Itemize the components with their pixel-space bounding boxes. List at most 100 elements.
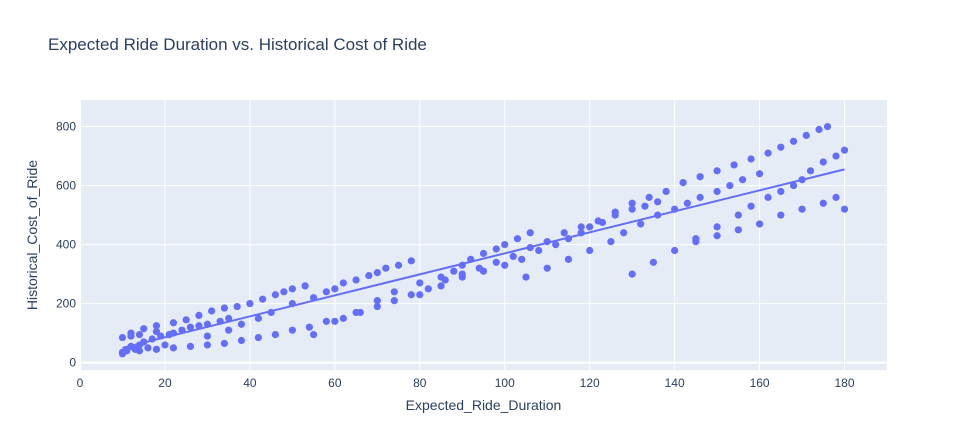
data-point: [552, 240, 560, 249]
plot-area: [80, 100, 887, 370]
data-point: [118, 333, 127, 342]
data-point: [271, 291, 279, 299]
x-axis-title: Expected_Ride_Duration: [406, 397, 562, 413]
tick-labels: 0 20 40 60 80 100 120 140 160 180 0 200 400 600 800: [56, 120, 855, 390]
data-point: [518, 255, 526, 263]
data-point: [424, 285, 432, 293]
data-point: [203, 341, 212, 349]
x-tick-label: 60: [328, 376, 342, 390]
data-point: [152, 345, 161, 353]
data-point: [535, 246, 543, 255]
data-point: [271, 330, 279, 339]
data-point: [356, 308, 364, 317]
data-point: [747, 155, 755, 163]
data-point: [382, 264, 390, 272]
data-point: [475, 264, 483, 272]
data-point: [679, 179, 687, 187]
data-point: [611, 208, 619, 216]
x-tick-label: 120: [580, 376, 600, 390]
data-point: [254, 314, 262, 322]
data-point: [220, 339, 229, 348]
data-point: [220, 304, 229, 312]
data-point: [713, 187, 721, 196]
data-point: [501, 261, 509, 269]
data-point: [407, 291, 415, 299]
y-axis-title: Historical_Cost_of_Ride: [24, 160, 40, 310]
data-point: [696, 193, 704, 201]
data-point: [182, 316, 190, 324]
x-tick-label: 100: [495, 376, 515, 390]
data-point: [840, 205, 849, 213]
trendline: [122, 168, 845, 349]
data-point: [747, 202, 755, 210]
data-point: [806, 167, 815, 175]
data-point: [738, 176, 747, 184]
y-tick-label: 0: [69, 356, 76, 370]
data-point: [564, 255, 573, 263]
data-point: [208, 307, 216, 315]
data-point: [777, 187, 785, 196]
data-point: [802, 131, 810, 140]
data-point: [127, 329, 135, 337]
data-point: [407, 257, 415, 265]
data-point: [135, 330, 144, 339]
x-tick-label: 40: [243, 376, 257, 390]
data-point: [662, 187, 670, 196]
data-point: [832, 152, 840, 160]
data-point: [492, 258, 500, 266]
data-point: [161, 341, 169, 349]
data-point: [628, 199, 636, 207]
data-point: [390, 297, 398, 305]
data-point: [237, 336, 245, 345]
data-point: [259, 295, 267, 303]
data-point: [734, 226, 742, 234]
data-point: [671, 246, 679, 255]
data-point: [645, 193, 653, 201]
data-point: [713, 232, 721, 240]
x-tick-label: 180: [835, 376, 855, 390]
data-point: [322, 317, 330, 325]
data-point: [416, 279, 424, 287]
data-point: [641, 202, 649, 210]
data-point: [832, 193, 840, 201]
data-point: [186, 323, 195, 331]
x-tick-label: 140: [665, 376, 685, 390]
data-point: [373, 297, 381, 305]
data-point: [713, 167, 721, 175]
data-point: [777, 211, 785, 219]
data-point: [331, 285, 339, 293]
data-point: [331, 317, 339, 325]
data-point: [509, 252, 517, 260]
data-point: [492, 245, 500, 253]
data-point: [696, 173, 704, 181]
data-point: [777, 143, 785, 151]
data-point: [819, 158, 827, 166]
data-point: [339, 279, 347, 287]
data-point: [288, 326, 296, 334]
data-point: [246, 300, 254, 308]
data-point: [233, 302, 241, 311]
data-point: [628, 270, 636, 278]
data-point: [526, 229, 534, 237]
data-point: [594, 217, 602, 225]
data-point: [441, 276, 449, 284]
x-tick-label: 160: [750, 376, 770, 390]
data-point: [607, 238, 615, 246]
data-point: [301, 282, 309, 290]
data-point: [169, 344, 178, 352]
x-tick-label: 0: [77, 376, 84, 390]
data-point: [310, 330, 318, 339]
data-point: [586, 246, 594, 255]
data-point: [140, 325, 148, 333]
data-point: [479, 249, 488, 258]
data-point: [394, 261, 403, 269]
y-tick-label: 200: [56, 297, 76, 311]
data-point: [513, 235, 522, 243]
data-point: [203, 332, 212, 340]
data-point: [522, 273, 530, 281]
data-point: [730, 161, 738, 169]
data-point: [305, 323, 313, 331]
data-point: [764, 149, 772, 157]
y-tick-label: 600: [56, 179, 76, 193]
